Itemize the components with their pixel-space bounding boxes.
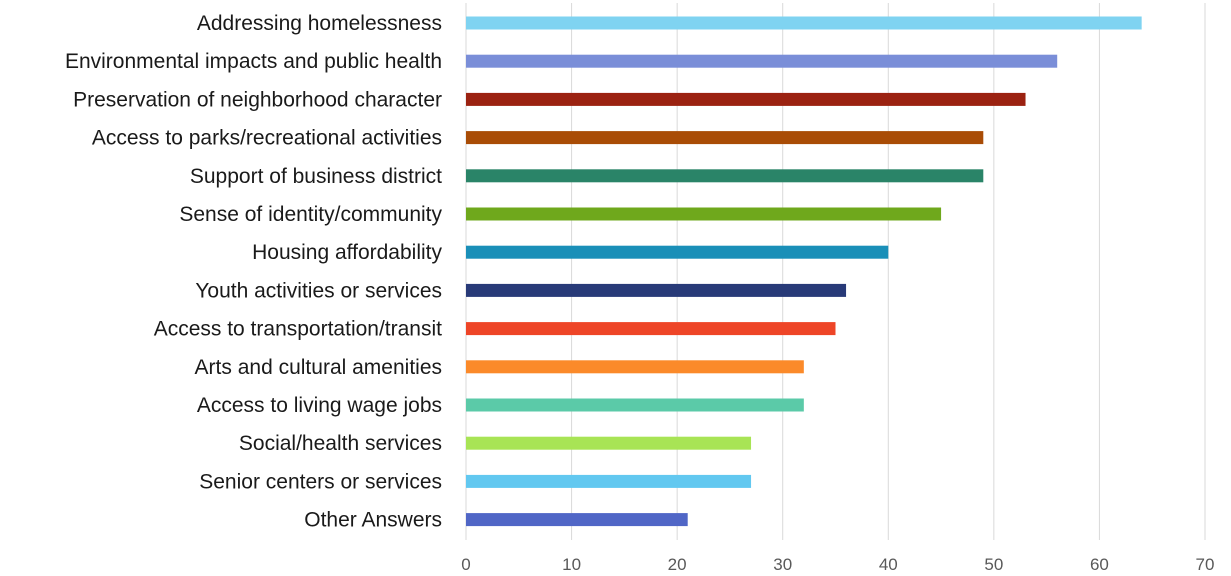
bar [466, 436, 752, 450]
bar [466, 513, 688, 527]
category-label: Other Answers [304, 509, 442, 532]
category-label: Access to parks/recreational activities [92, 127, 442, 150]
category-label: Arts and cultural amenities [195, 356, 442, 379]
category-label: Preservation of neighborhood character [73, 88, 442, 111]
x-tick-label: 50 [984, 555, 1003, 574]
bar [466, 283, 847, 297]
bar [466, 322, 836, 336]
category-label: Housing affordability [252, 241, 442, 264]
bar [466, 398, 804, 412]
x-tick-label: 70 [1196, 555, 1215, 574]
category-label: Environmental impacts and public health [65, 50, 442, 73]
bar [466, 245, 889, 259]
category-label: Access to transportation/transit [154, 318, 442, 341]
x-tick-label: 20 [668, 555, 687, 574]
x-axis-tick-labels: 0 10 20 30 40 50 60 70 [461, 555, 1214, 574]
bar [466, 207, 942, 221]
bar [466, 360, 804, 374]
x-tick-label: 0 [461, 555, 470, 574]
category-label: Addressing homelessness [197, 12, 442, 35]
x-tick-label: 60 [1090, 555, 1109, 574]
gridlines [465, 3, 1206, 540]
bar [466, 474, 752, 488]
category-label: Sense of identity/community [179, 203, 442, 226]
category-label: Youth activities or services [195, 279, 442, 302]
bar [466, 16, 1142, 30]
bar [466, 92, 1026, 106]
bar [466, 169, 984, 183]
category-label: Access to living wage jobs [197, 394, 442, 417]
category-label: Social/health services [239, 432, 442, 455]
bar [466, 131, 984, 145]
category-label: Senior centers or services [199, 470, 442, 493]
x-tick-label: 30 [773, 555, 792, 574]
category-label: Support of business district [190, 165, 442, 188]
category-labels: Addressing homelessness Environmental imp… [65, 12, 443, 532]
x-tick-label: 40 [879, 555, 898, 574]
bars [466, 16, 1142, 527]
x-tick-label: 10 [562, 555, 581, 574]
bar [466, 54, 1058, 68]
